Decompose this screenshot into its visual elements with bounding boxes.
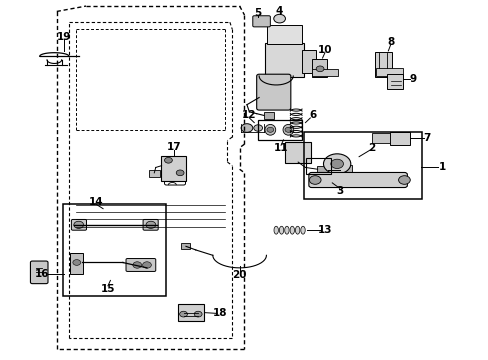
FancyBboxPatch shape [302,50,316,73]
Text: 9: 9 [408,73,415,84]
Circle shape [330,159,343,168]
Ellipse shape [289,226,294,234]
Circle shape [73,260,81,265]
Circle shape [273,14,285,23]
FancyBboxPatch shape [386,74,402,89]
Circle shape [164,157,172,163]
FancyBboxPatch shape [375,68,403,76]
Circle shape [316,66,324,72]
Circle shape [285,127,291,132]
FancyBboxPatch shape [180,243,190,249]
FancyBboxPatch shape [126,258,156,271]
FancyBboxPatch shape [312,69,337,76]
Circle shape [142,262,151,268]
FancyBboxPatch shape [266,25,302,44]
Circle shape [253,125,262,131]
Text: 16: 16 [35,269,49,279]
Text: 2: 2 [367,143,374,153]
Ellipse shape [283,125,293,135]
FancyBboxPatch shape [70,253,83,274]
Circle shape [176,170,183,176]
FancyBboxPatch shape [263,112,274,119]
Text: 17: 17 [166,142,181,152]
Circle shape [266,127,273,132]
Ellipse shape [295,226,299,234]
FancyBboxPatch shape [317,166,328,173]
Circle shape [398,176,409,184]
FancyBboxPatch shape [338,165,351,174]
FancyBboxPatch shape [149,170,159,177]
Circle shape [323,154,350,174]
Ellipse shape [300,226,305,234]
Ellipse shape [273,226,278,234]
Ellipse shape [284,226,288,234]
Text: 15: 15 [101,284,115,294]
Text: 20: 20 [232,270,246,280]
FancyBboxPatch shape [160,156,185,181]
FancyBboxPatch shape [285,141,311,163]
FancyBboxPatch shape [256,74,290,110]
Circle shape [194,311,202,317]
Text: 19: 19 [57,32,71,41]
FancyBboxPatch shape [311,59,327,77]
Text: 11: 11 [273,143,288,153]
Text: 1: 1 [437,162,445,172]
Circle shape [74,221,83,228]
FancyBboxPatch shape [71,220,86,230]
Ellipse shape [279,226,283,234]
Circle shape [133,262,142,268]
FancyBboxPatch shape [374,52,391,77]
FancyBboxPatch shape [252,16,270,27]
Ellipse shape [264,125,275,135]
Text: 7: 7 [423,133,430,143]
Text: 6: 6 [308,111,316,121]
Text: 13: 13 [317,225,331,235]
Circle shape [241,124,252,132]
Text: 14: 14 [88,197,103,207]
Text: 4: 4 [275,6,283,17]
FancyBboxPatch shape [30,261,48,284]
Text: 10: 10 [317,45,331,55]
Text: 8: 8 [386,37,394,47]
FancyBboxPatch shape [371,134,389,143]
Text: 3: 3 [335,186,343,196]
FancyBboxPatch shape [265,43,304,77]
FancyBboxPatch shape [177,304,203,320]
Circle shape [309,176,321,184]
FancyBboxPatch shape [308,172,407,188]
FancyBboxPatch shape [143,220,158,230]
Text: 12: 12 [242,111,256,121]
FancyBboxPatch shape [389,132,409,145]
Text: 5: 5 [254,8,261,18]
Text: 18: 18 [212,309,227,318]
Circle shape [179,311,187,317]
Circle shape [146,221,156,228]
